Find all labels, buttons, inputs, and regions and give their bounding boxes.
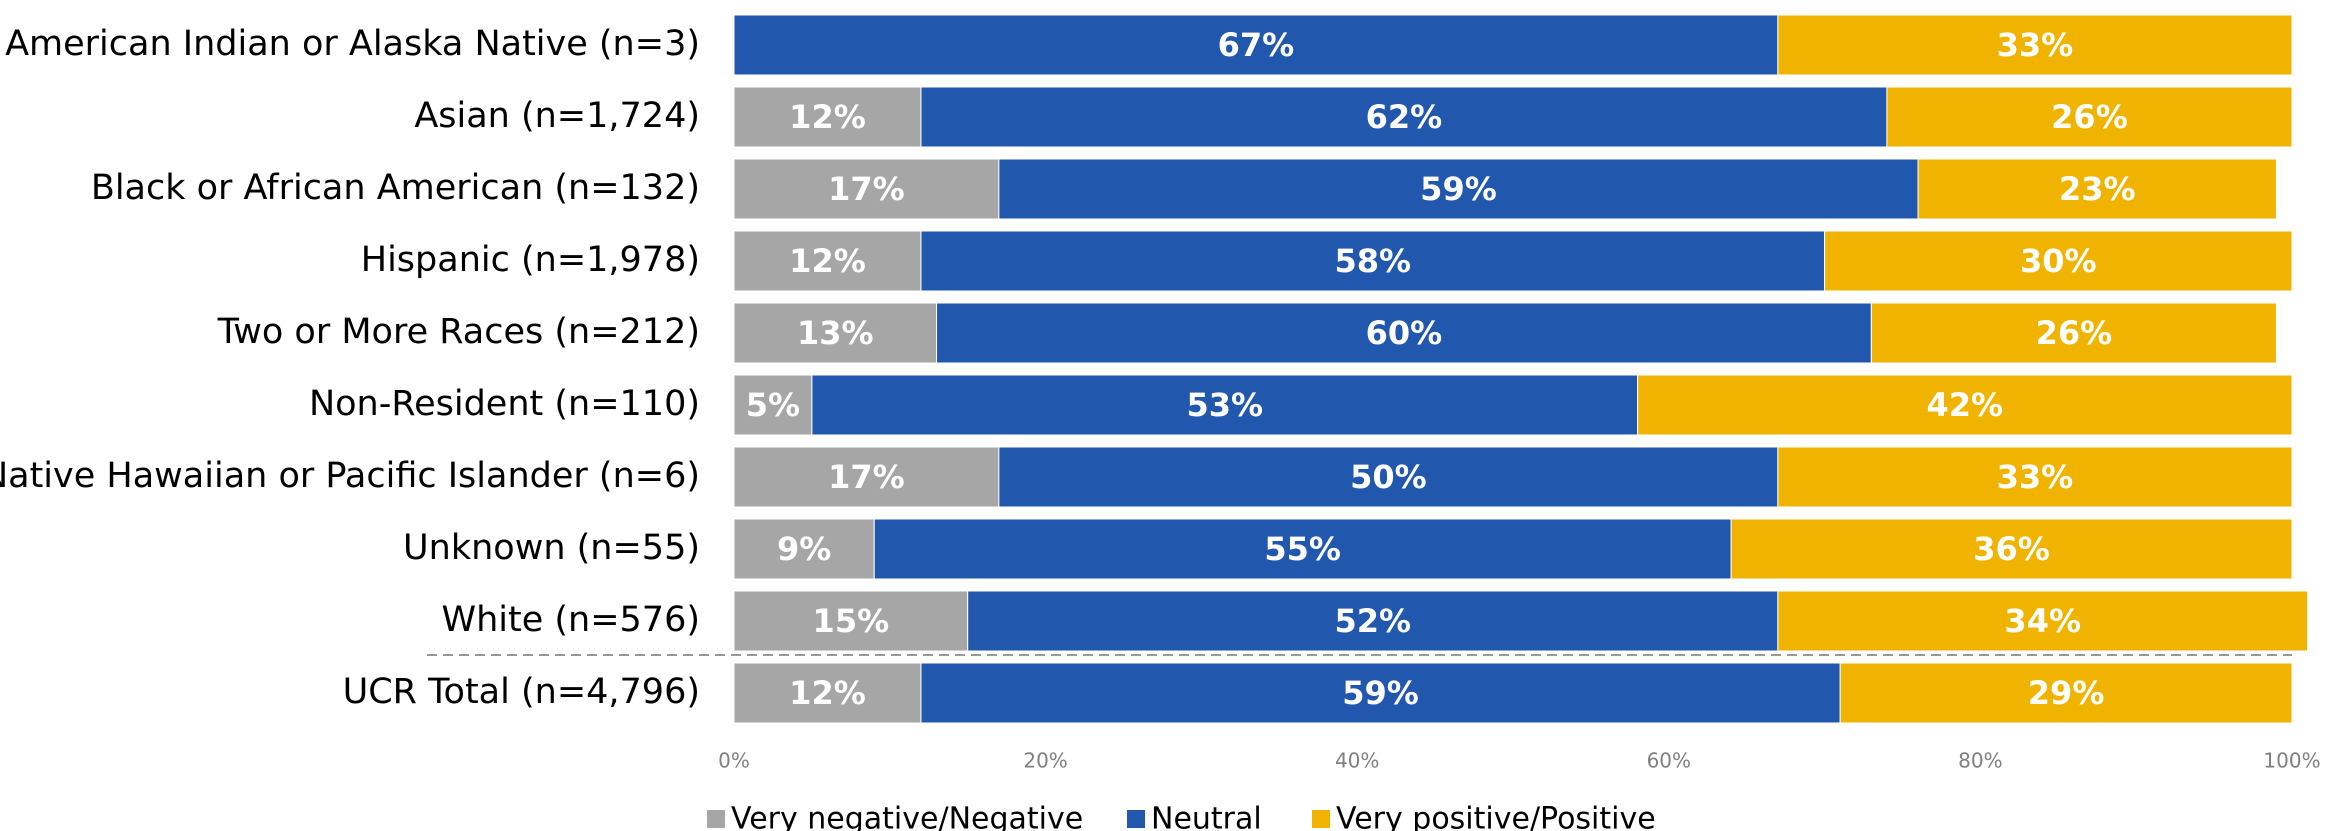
legend-label: Very positive/Positive — [1336, 802, 1656, 831]
legend-label: Very negative/Negative — [731, 802, 1083, 831]
bar-segment — [873, 518, 1732, 580]
bar-segment — [733, 302, 938, 364]
x-tick-label: 20% — [1023, 749, 1067, 773]
bar-segment — [811, 374, 1639, 436]
bar-segment — [1839, 662, 2293, 724]
data-label: 26% — [2036, 314, 2113, 352]
bar-segment — [1777, 590, 2309, 652]
bar-segment — [1917, 158, 2277, 220]
data-label: 29% — [2028, 674, 2105, 712]
bar-segment — [920, 662, 1841, 724]
y-tick-label: UCR Total (n=4,796) — [343, 672, 700, 712]
bar-segment — [1637, 374, 2293, 436]
bar-segment — [967, 590, 1779, 652]
y-tick-label: White (n=576) — [441, 600, 700, 640]
bar-segment — [733, 446, 1000, 508]
bar-segment — [920, 86, 1888, 148]
y-tick-label: Asian (n=1,724) — [414, 96, 700, 136]
x-tick-label: 60% — [1647, 749, 1691, 773]
legend-swatch — [1127, 810, 1145, 828]
y-tick-label: American Indian or Alaska Native (n=3) — [5, 24, 700, 64]
data-label: 9% — [777, 530, 831, 568]
data-label: 15% — [813, 602, 890, 640]
y-tick-label: Hispanic (n=1,978) — [361, 240, 700, 280]
data-label: 59% — [1420, 170, 1497, 208]
bar-segment — [733, 590, 969, 652]
bar-segment — [936, 302, 1872, 364]
bar-segment — [733, 86, 922, 148]
y-tick-label: Native Hawaiian or Pacific Islander (n=6… — [0, 456, 700, 496]
y-tick-label: Non-Resident (n=110) — [309, 384, 700, 424]
data-label: 53% — [1186, 386, 1263, 424]
legend-label: Neutral — [1151, 802, 1262, 831]
data-label: 34% — [2004, 602, 2081, 640]
data-label: 55% — [1264, 530, 1341, 568]
y-tick-label: Black or African American (n=132) — [91, 168, 700, 208]
bar-segment — [998, 446, 1779, 508]
data-label: 52% — [1334, 602, 1411, 640]
bar-segment — [733, 518, 875, 580]
data-label: 30% — [2020, 242, 2097, 280]
bar-segment — [733, 230, 922, 292]
data-label: 26% — [2051, 98, 2128, 136]
bar-segment — [733, 662, 922, 724]
data-label: 12% — [789, 674, 866, 712]
data-label: 5% — [746, 386, 800, 424]
data-label: 59% — [1342, 674, 1419, 712]
bar-segment — [1730, 518, 2293, 580]
bar-segment — [1777, 446, 2293, 508]
y-tick-label: Unknown (n=55) — [403, 528, 700, 568]
legend-swatch — [707, 810, 725, 828]
y-tick-label: Two or More Races (n=212) — [217, 312, 700, 352]
data-label: 36% — [1973, 530, 2050, 568]
bar-segment — [920, 230, 1826, 292]
bar-segment — [1824, 230, 2293, 292]
data-label: 42% — [1927, 386, 2004, 424]
data-label: 60% — [1366, 314, 1443, 352]
data-label: 17% — [828, 170, 905, 208]
data-label: 12% — [789, 242, 866, 280]
data-label: 62% — [1366, 98, 1443, 136]
x-tick-label: 100% — [2263, 749, 2320, 773]
data-label: 58% — [1334, 242, 1411, 280]
data-label: 12% — [789, 98, 866, 136]
x-tick-label: 0% — [718, 749, 750, 773]
legend-swatch — [1312, 810, 1330, 828]
x-tick-label: 80% — [1958, 749, 2002, 773]
bar-segment — [1870, 302, 2277, 364]
data-label: 33% — [1997, 26, 2074, 64]
data-label: 50% — [1350, 458, 1427, 496]
bar-segment — [733, 158, 1000, 220]
data-label: 13% — [797, 314, 874, 352]
data-label: 67% — [1218, 26, 1295, 64]
data-label: 33% — [1997, 458, 2074, 496]
bar-segment — [1886, 86, 2293, 148]
data-label: 17% — [828, 458, 905, 496]
x-tick-label: 40% — [1335, 749, 1379, 773]
bar-segment — [998, 158, 1919, 220]
bar-segment — [733, 14, 1779, 76]
bar-segment — [1777, 14, 2293, 76]
data-label: 23% — [2059, 170, 2136, 208]
